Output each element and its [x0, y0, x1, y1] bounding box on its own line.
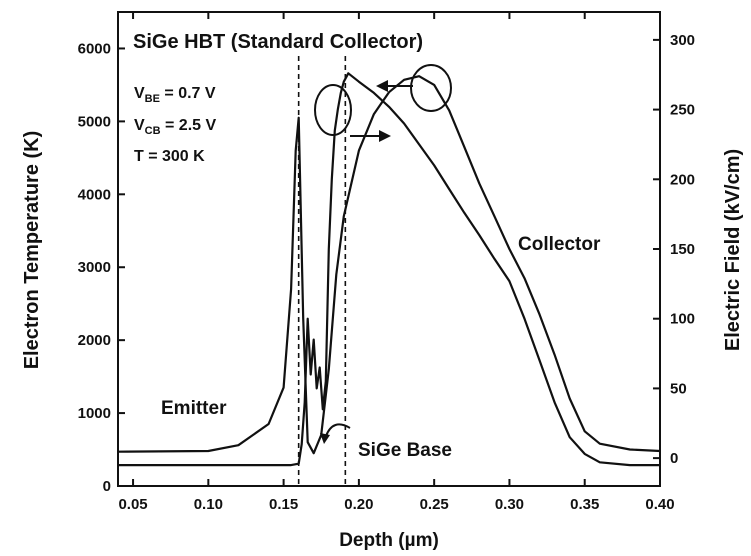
y-left-tick-label: 0: [103, 478, 111, 495]
condition-temperature: T = 300 K: [134, 148, 205, 165]
right-axis-callout-circle: [314, 84, 352, 136]
y-left-tick-label: 1000: [78, 405, 111, 422]
x-tick-label: 0.15: [269, 496, 298, 513]
y-right-tick-label: 200: [670, 171, 695, 188]
curves: [117, 72, 661, 467]
x-tick-label: 0.20: [344, 496, 373, 513]
x-tick-label: 0.35: [570, 496, 599, 513]
y-right-tick-label: 150: [670, 241, 695, 258]
y-left-tick-label: 2000: [78, 332, 111, 349]
base-callout-arrowhead: [320, 433, 330, 444]
y-axis-right-title: Electric Field (kV/cm): [722, 149, 744, 351]
electron-temperature-line: [117, 75, 661, 455]
y-axis-left-title: Electron Temperature (K): [21, 131, 43, 370]
x-tick-label: 0.30: [495, 496, 524, 513]
label-collector: Collector: [518, 234, 601, 255]
right-callout-arrowhead: [379, 130, 391, 142]
y-right-tick-label: 50: [670, 380, 687, 397]
y-left-tick-label: 4000: [78, 186, 111, 203]
y-left-tick-label: 5000: [78, 113, 111, 130]
x-tick-label: 0.40: [645, 496, 674, 513]
x-tick-label: 0.10: [194, 496, 223, 513]
ticks: 0.05 0.10 0.15 0.20 0.25 0.30 0.35 0.4001000200…: [78, 12, 695, 513]
x-tick-label: 0.25: [420, 496, 449, 513]
left-axis-callout-circle: [410, 64, 452, 112]
x-tick-label: 0.05: [118, 496, 147, 513]
y-right-tick-label: 100: [670, 311, 695, 328]
y-right-tick-label: 250: [670, 102, 695, 119]
y-left-tick-label: 6000: [78, 40, 111, 57]
y-right-tick-label: 300: [670, 32, 695, 49]
base-callout-arrow: [325, 423, 351, 437]
y-left-tick-label: 3000: [78, 259, 111, 276]
label-emitter: Emitter: [161, 398, 227, 419]
condition-vbe: VBE = 0.7 V: [134, 85, 216, 105]
left-callout-arrowhead: [376, 80, 388, 92]
electric-field-line: [118, 72, 660, 467]
condition-vcb: VCB = 2.5 V: [134, 117, 216, 137]
chart-title: SiGe HBT (Standard Collector): [133, 31, 423, 53]
x-axis-title: Depth (µm): [339, 530, 439, 551]
y-right-tick-label: 0: [670, 450, 678, 467]
label-sige-base: SiGe Base: [358, 440, 452, 461]
annotations: SiGe HBT (Standard Collector) VBE = 0.7 …: [133, 31, 601, 461]
